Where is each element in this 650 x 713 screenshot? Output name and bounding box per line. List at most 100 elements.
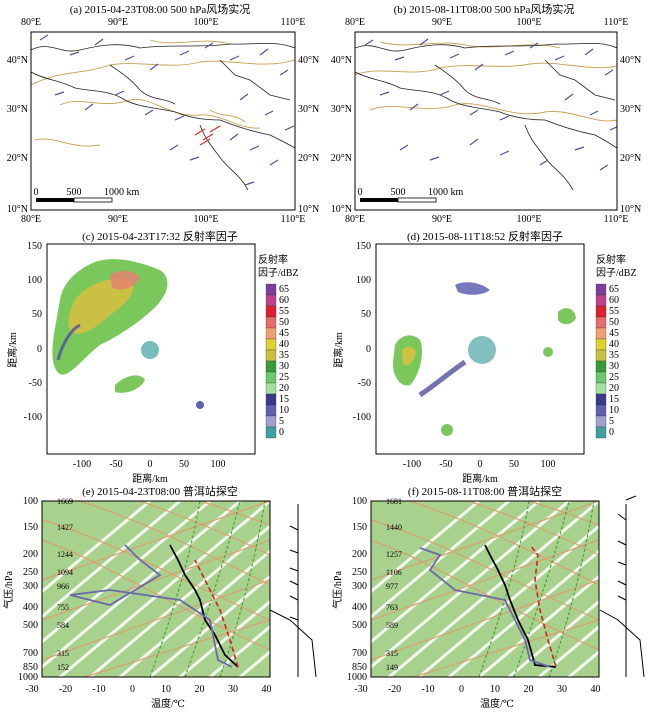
- colorbar-swatch: [595, 360, 607, 373]
- temperature-tick: 20: [195, 684, 205, 695]
- panel-d-echo-west-core: [402, 346, 416, 366]
- panel-c-ytick: 150: [27, 241, 42, 252]
- height-label: 1681: [386, 497, 402, 506]
- panel-a: (a) 2015-04-23T08:00 500 hPa风场实况 80°E 90…: [7, 2, 319, 225]
- pressure-tick: 300: [352, 581, 367, 592]
- temperature-tick: -30: [25, 684, 38, 695]
- colorbar-tick: 50: [279, 317, 289, 328]
- colorbar-tick: 65: [279, 284, 289, 295]
- panel-a-scale-label: 500: [67, 187, 82, 198]
- panel-f-ylabel: 气压/hPa: [331, 571, 344, 609]
- colorbar-swatch: [595, 393, 607, 406]
- height-label: 315: [57, 649, 69, 658]
- pressure-tick: 100: [23, 496, 38, 507]
- panel-e-xlabel: 温度/℃: [151, 697, 185, 710]
- pressure-tick: 850: [352, 662, 367, 673]
- panel-b-scalebar-white: [397, 197, 437, 203]
- colorbar-tick: 15: [609, 394, 619, 405]
- panel-e-wind-profile: [269, 504, 317, 678]
- panel-e-temperature-line: [169, 544, 239, 668]
- panel-a-lat-tick: 30°N: [7, 104, 28, 115]
- panel-b-lon-tick: 100°E: [516, 214, 541, 225]
- colorbar-swatch: [265, 415, 277, 428]
- panel-e-tticks: -30 -20 -10 0 10 20 30 40: [25, 684, 271, 695]
- colorbar-swatch: [595, 294, 607, 307]
- pressure-tick: 150: [23, 522, 38, 533]
- panel-b-scale-label: 500: [391, 187, 406, 198]
- height-label: 149: [386, 663, 398, 672]
- temperature-tick: 30: [557, 684, 567, 695]
- colorbar-swatch: [595, 426, 607, 439]
- panel-e-frame: [41, 500, 271, 678]
- panel-b-boundaries: [355, 42, 617, 191]
- panel-d-xtick: 50: [509, 459, 519, 470]
- panel-b-scale-label: 1000 km: [428, 187, 464, 198]
- colorbar-swatch: [265, 360, 277, 373]
- temperature-tick: 40: [591, 684, 601, 695]
- panel-d-echo-band: [418, 359, 467, 398]
- colorbar-tick: 25: [279, 372, 289, 383]
- panel-a-lat-tick: 30°N: [298, 104, 319, 115]
- colorbar-tick: 45: [609, 328, 619, 339]
- panel-a-lat-tick: 20°N: [298, 153, 319, 164]
- panel-c: (c) 2015-04-23T17:32 反射率因子 距离/km 距离/km 1…: [6, 229, 299, 485]
- pressure-tick: 500: [352, 620, 367, 631]
- height-label: 1244: [57, 550, 73, 559]
- colorbar-swatch: [595, 415, 607, 428]
- panel-d-xtick: 100: [541, 459, 556, 470]
- panel-b-lat-tick: 30°N: [620, 104, 641, 115]
- panel-a-lat-tick: 10°N: [298, 204, 319, 215]
- pressure-tick: 200: [352, 549, 367, 560]
- panel-c-echo-spot: [141, 341, 159, 359]
- colorbar-swatch: [265, 349, 277, 362]
- colorbar-swatch: [265, 294, 277, 307]
- panel-a-contours: [31, 39, 295, 147]
- colorbar-swatch: [595, 327, 607, 340]
- pressure-tick: 500: [23, 620, 38, 631]
- colorbar-tick: 65: [609, 284, 619, 295]
- panel-f-frame: [370, 500, 600, 678]
- colorbar-tick: 10: [609, 405, 619, 416]
- panel-c-ylabel: 距离/km: [6, 332, 19, 368]
- colorbar-tick: 30: [609, 361, 619, 372]
- panel-a-wind-barbs: [39, 34, 295, 186]
- panel-a-lon-tick: 90°E: [108, 17, 128, 28]
- height-label: 966: [57, 582, 69, 591]
- colorbar-swatch: [595, 349, 607, 362]
- panel-b-lon-tick: 80°E: [345, 17, 365, 28]
- panel-a-scalebar-black: [36, 198, 74, 202]
- panel-f-temperature-line: [484, 544, 557, 668]
- panel-c-echo-main: [52, 259, 168, 375]
- panel-e-dry-adiabats: [42, 501, 270, 677]
- panel-a-lat-tick: 40°N: [298, 55, 319, 66]
- panel-e-ylabel: 气压/hPa: [2, 571, 15, 609]
- height-label: 1669: [57, 497, 73, 506]
- panel-a-scale-label: 0: [34, 187, 39, 198]
- pressure-tick: 300: [23, 581, 38, 592]
- temperature-tick: -20: [388, 684, 401, 695]
- height-label: 1094: [57, 568, 73, 577]
- pressure-tick: 150: [352, 522, 367, 533]
- panel-d-ytick: 100: [356, 275, 371, 286]
- temperature-tick: 10: [490, 684, 500, 695]
- colorbar-tick: 15: [279, 394, 289, 405]
- colorbar-swatch: [265, 382, 277, 395]
- pressure-tick: 700: [23, 648, 38, 659]
- colorbar-swatch: [265, 371, 277, 384]
- panel-d: (d) 2015-08-11T18:52 反射率因子 距离/km 距离/km 1…: [332, 229, 637, 485]
- panel-c-cbar-title: 因子/dBZ: [258, 267, 299, 279]
- pressure-tick: 250: [352, 567, 367, 578]
- panel-c-echo-core: [68, 278, 134, 334]
- panel-a-lon-tick: 80°E: [21, 17, 41, 28]
- colorbar-tick: 50: [609, 317, 619, 328]
- panel-f-wind-profile: [599, 495, 645, 678]
- panel-d-xtick: -50: [439, 459, 452, 470]
- panel-f-dewpoint-line: [419, 547, 551, 668]
- temperature-tick: 0: [130, 684, 135, 695]
- panel-a-lon-tick: 100°E: [193, 17, 218, 28]
- panel-d-echoes: [392, 282, 576, 436]
